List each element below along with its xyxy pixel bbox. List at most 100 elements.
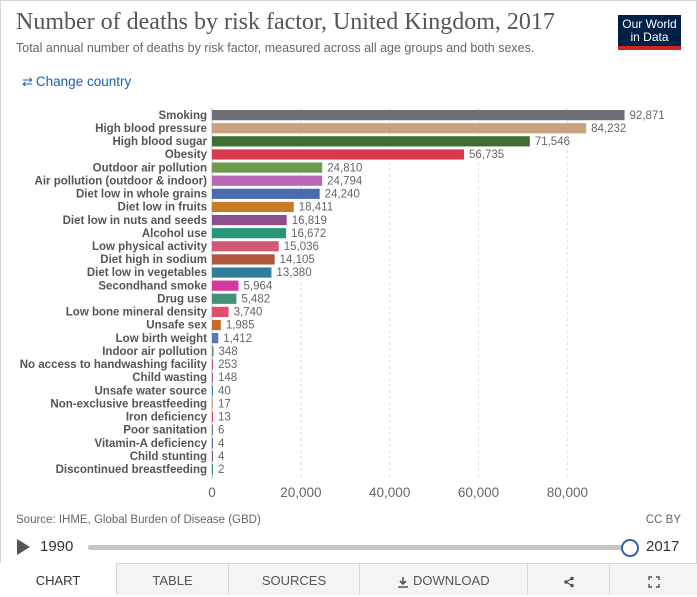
value-label: 348 [219, 346, 238, 358]
logo-line-1: Our World [622, 17, 677, 31]
bar[interactable] [212, 359, 214, 370]
category-label: Indoor air pollution [102, 346, 207, 358]
value-label: 92,871 [630, 110, 665, 122]
tab-sources[interactable]: Sources [228, 563, 359, 595]
bar[interactable] [212, 110, 625, 121]
value-label: 24,794 [327, 175, 363, 187]
value-label: 24,240 [325, 189, 360, 201]
category-label: High blood sugar [112, 136, 207, 148]
category-label: Diet high in sodium [100, 254, 207, 266]
tab-download[interactable]: Download [359, 563, 527, 595]
bar[interactable] [212, 333, 219, 344]
bar[interactable] [212, 346, 214, 357]
x-tick-label: 40,000 [369, 485, 410, 500]
category-label: Child wasting [132, 372, 207, 384]
value-label: 13 [218, 412, 231, 424]
category-label: Iron deficiency [126, 412, 208, 424]
category-label: Alcohol use [142, 228, 207, 240]
play-icon[interactable] [17, 539, 30, 555]
bar[interactable] [212, 162, 323, 173]
category-label: Low birth weight [116, 333, 208, 345]
category-label: Obesity [165, 149, 208, 161]
category-label: Unsafe water source [95, 385, 208, 397]
value-label: 2 [218, 464, 224, 476]
bar[interactable] [212, 123, 587, 134]
value-label: 148 [218, 372, 237, 384]
bar[interactable] [212, 372, 213, 383]
bar[interactable] [212, 398, 213, 409]
bar[interactable] [212, 438, 213, 449]
x-tick-label: 80,000 [547, 485, 588, 500]
category-label: Outdoor air pollution [93, 162, 207, 174]
end-year-label: 2017 [646, 538, 680, 555]
fullscreen-icon [647, 575, 660, 588]
bar[interactable] [212, 228, 287, 239]
tab-table[interactable]: Table [116, 563, 228, 595]
category-label: Smoking [158, 110, 207, 122]
category-label: Non-exclusive breastfeeding [50, 398, 207, 410]
bar[interactable] [212, 188, 320, 199]
value-label: 18,411 [299, 202, 333, 214]
bars [212, 110, 625, 475]
bar[interactable] [212, 214, 287, 226]
bar[interactable] [212, 254, 275, 265]
chart-title: Number of deaths by risk factor, United … [16, 9, 555, 35]
bar[interactable] [212, 149, 465, 160]
category-label: Vitamin-A deficiency [95, 438, 208, 450]
bar[interactable] [212, 385, 213, 396]
value-label: 4 [218, 438, 225, 450]
change-country-label: Change country [35, 74, 132, 89]
value-label: 13,380 [276, 267, 311, 279]
timeline-fill [88, 545, 630, 550]
bar[interactable] [212, 241, 279, 252]
bar[interactable] [212, 293, 237, 304]
bar[interactable] [212, 424, 213, 436]
bar[interactable] [212, 451, 213, 462]
share-icon [563, 576, 574, 587]
category-label: Discontinued breastfeeding [56, 464, 207, 476]
download-icon [398, 576, 409, 588]
timeline: 1990 2017 [0, 535, 697, 561]
bar[interactable] [212, 306, 229, 317]
tab-share[interactable] [527, 563, 609, 595]
bar[interactable] [212, 464, 213, 475]
category-label: Low bone mineral density [66, 307, 208, 319]
tab-fullscreen[interactable] [609, 563, 697, 595]
chart-subtitle: Total annual number of deaths by risk fa… [16, 41, 535, 55]
license-label[interactable]: CC BY [645, 514, 681, 526]
category-label: Secondhand smoke [98, 280, 207, 292]
bar[interactable] [212, 267, 272, 278]
value-label: 1,985 [226, 320, 255, 332]
category-label: Unsafe sex [146, 320, 207, 332]
category-label: Child stunting [130, 451, 207, 463]
bar[interactable] [212, 280, 239, 291]
category-label: Drug use [157, 293, 207, 305]
value-label: 4 [218, 451, 225, 463]
x-axis-ticks: 0 20,000 40,000 60,000 80,000 [208, 485, 588, 500]
value-label: 24,810 [327, 162, 362, 174]
value-label: 71,546 [535, 136, 570, 148]
source-note[interactable]: Source: IHME, Global Burden of Disease (… [16, 514, 261, 526]
change-country-button[interactable]: ⇄ Change country [22, 74, 131, 90]
bar[interactable] [212, 411, 213, 422]
bar[interactable] [212, 201, 294, 213]
category-label: Diet low in fruits [118, 202, 207, 214]
timeline-handle[interactable] [621, 539, 639, 557]
download-label: Download [413, 573, 490, 588]
category-label: Diet low in whole grains [76, 189, 207, 201]
value-label: 40 [218, 385, 231, 397]
category-label: Diet low in nuts and seeds [63, 215, 207, 227]
bar[interactable] [212, 136, 530, 147]
bar[interactable] [212, 319, 221, 331]
tab-bar: Chart Table Sources Download [0, 563, 697, 595]
bar[interactable] [212, 175, 323, 186]
value-label: 56,735 [469, 149, 504, 161]
category-label: Air pollution (outdoor & indoor) [35, 175, 208, 187]
timeline-slider[interactable] [88, 539, 639, 557]
owid-logo[interactable]: Our World in Data [618, 15, 681, 50]
category-label: No access to handwashing facility [20, 359, 208, 371]
tab-chart[interactable]: Chart [0, 563, 116, 595]
value-label: 16,672 [291, 228, 326, 240]
